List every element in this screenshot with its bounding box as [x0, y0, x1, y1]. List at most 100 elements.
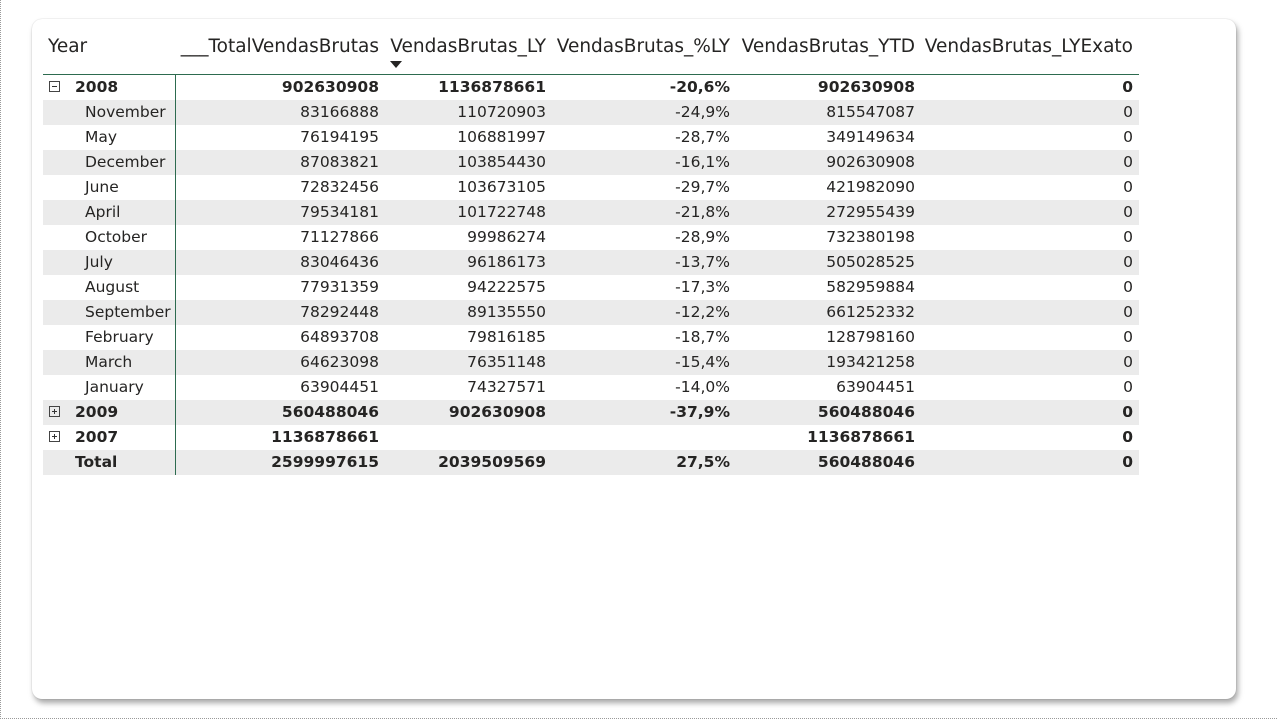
cell-total-vendas-brutas: 1136878661 — [271, 428, 379, 446]
cell-vendas-brutas-ytd: 732380198 — [826, 228, 915, 246]
cell-vendas-brutas-ly: 101722748 — [457, 203, 546, 221]
cell-vendas-brutas-ytd: 560488046 — [817, 453, 915, 471]
cell-vendas-brutas-ly-exato: 0 — [1122, 428, 1133, 446]
column-header-vendas-brutas-ytd[interactable]: VendasBrutas_YTD — [741, 36, 915, 57]
month-row[interactable]: March 64623098 76351148 -15,4% 193421258 0 — [43, 350, 1139, 375]
cell-vendas-brutas-pct-ly: -18,7% — [675, 328, 730, 346]
cell-vendas-brutas-ly: 106881997 — [457, 128, 546, 146]
row-header-divider — [175, 74, 176, 475]
cell-vendas-brutas-ytd: 272955439 — [826, 203, 915, 221]
cell-vendas-brutas-pct-ly: -12,2% — [675, 303, 730, 321]
row-label: April — [85, 203, 121, 221]
cell-vendas-brutas-ytd: 193421258 — [826, 353, 915, 371]
cell-vendas-brutas-ly: 74327571 — [467, 378, 546, 396]
year-row[interactable]: 2007 1136878661 1136878661 0 — [43, 425, 1139, 450]
month-row[interactable]: August 77931359 94222575 -17,3% 582959884 0 — [43, 275, 1139, 300]
sort-descending-icon — [390, 61, 402, 68]
cell-vendas-brutas-pct-ly: -24,9% — [675, 103, 730, 121]
cell-total-vendas-brutas: 87083821 — [300, 153, 379, 171]
cell-total-vendas-brutas: 63904451 — [300, 378, 379, 396]
cell-vendas-brutas-ytd: 815547087 — [826, 103, 915, 121]
matrix-body: 2008 902630908 1136878661 -20,6% 902630908 0 N… — [43, 75, 1139, 475]
cell-total-vendas-brutas: 902630908 — [281, 78, 379, 96]
cell-vendas-brutas-pct-ly: -21,8% — [675, 203, 730, 221]
cell-vendas-brutas-ly: 79816185 — [467, 328, 546, 346]
month-row[interactable]: November 83166888 110720903 -24,9% 815547087… — [43, 100, 1139, 125]
month-row[interactable]: April 79534181 101722748 -21,8% 272955439 0 — [43, 200, 1139, 225]
row-label: May — [85, 128, 118, 146]
row-label: 2008 — [75, 78, 119, 96]
cell-vendas-brutas-ytd: 128798160 — [826, 328, 915, 346]
cell-vendas-brutas-pct-ly: -17,3% — [675, 278, 730, 296]
row-label: June — [85, 178, 119, 196]
row-label: February — [85, 328, 154, 346]
cell-vendas-brutas-ytd: 505028525 — [826, 253, 915, 271]
cell-total-vendas-brutas: 560488046 — [281, 403, 379, 421]
cell-vendas-brutas-ly: 99986274 — [467, 228, 546, 246]
cell-vendas-brutas-pct-ly: -28,7% — [675, 128, 730, 146]
cell-vendas-brutas-ly-exato: 0 — [1123, 353, 1133, 371]
year-row[interactable]: 2008 902630908 1136878661 -20,6% 902630908 0 — [43, 75, 1139, 100]
row-label: March — [85, 353, 133, 371]
cell-vendas-brutas-ly: 94222575 — [467, 278, 546, 296]
cell-vendas-brutas-ly-exato: 0 — [1123, 228, 1133, 246]
cell-total-vendas-brutas: 83166888 — [300, 103, 379, 121]
cell-vendas-brutas-ly: 110720903 — [457, 103, 546, 121]
cell-vendas-brutas-pct-ly: -15,4% — [675, 353, 730, 371]
cell-vendas-brutas-ly-exato: 0 — [1123, 128, 1133, 146]
cell-total-vendas-brutas: 78292448 — [300, 303, 379, 321]
cell-vendas-brutas-ly: 1136878661 — [438, 78, 546, 96]
cell-vendas-brutas-pct-ly: -28,9% — [675, 228, 730, 246]
column-header-vendas-brutas-pct-ly[interactable]: VendasBrutas_%LY — [556, 36, 730, 57]
cell-vendas-brutas-ly-exato: 0 — [1122, 78, 1133, 96]
month-row[interactable]: December 87083821 103854430 -16,1% 902630908… — [43, 150, 1139, 175]
month-row[interactable]: January 63904451 74327571 -14,0% 63904451 0 — [43, 375, 1139, 400]
expand-plus-icon[interactable] — [49, 431, 60, 442]
cell-total-vendas-brutas: 64893708 — [300, 328, 379, 346]
month-row[interactable]: February 64893708 79816185 -18,7% 128798160 0 — [43, 325, 1139, 350]
cell-vendas-brutas-ly-exato: 0 — [1123, 328, 1133, 346]
cell-total-vendas-brutas: 64623098 — [300, 353, 379, 371]
row-label: Total — [75, 453, 118, 471]
cell-vendas-brutas-pct-ly: -14,0% — [675, 378, 730, 396]
cell-total-vendas-brutas: 2599997615 — [271, 453, 379, 471]
cell-vendas-brutas-pct-ly: -13,7% — [675, 253, 730, 271]
cell-vendas-brutas-ytd: 63904451 — [836, 378, 915, 396]
matrix-header: Year ___TotalVendasBrutas VendasBrutas_L… — [43, 30, 1139, 75]
cell-total-vendas-brutas: 76194195 — [300, 128, 379, 146]
cell-total-vendas-brutas: 71127866 — [300, 228, 379, 246]
cell-vendas-brutas-ly-exato: 0 — [1123, 378, 1133, 396]
cell-vendas-brutas-pct-ly: -29,7% — [675, 178, 730, 196]
cell-vendas-brutas-ytd: 1136878661 — [807, 428, 915, 446]
month-row[interactable]: May 76194195 106881997 -28,7% 349149634 0 — [43, 125, 1139, 150]
expand-plus-icon[interactable] — [49, 406, 60, 417]
cell-vendas-brutas-ytd: 349149634 — [826, 128, 915, 146]
row-label: October — [85, 228, 148, 246]
month-row[interactable]: September 78292448 89135550 -12,2% 661252332… — [43, 300, 1139, 325]
cell-vendas-brutas-ytd: 661252332 — [826, 303, 915, 321]
year-row[interactable]: 2009 560488046 902630908 -37,9% 560488046 0 — [43, 400, 1139, 425]
row-label: August — [85, 278, 140, 296]
cell-vendas-brutas-ly-exato: 0 — [1123, 278, 1133, 296]
month-row[interactable]: July 83046436 96186173 -13,7% 505028525 0 — [43, 250, 1139, 275]
collapse-minus-icon[interactable] — [49, 81, 60, 92]
month-row[interactable]: June 72832456 103673105 -29,7% 421982090 0 — [43, 175, 1139, 200]
column-header-total-vendas-brutas[interactable]: ___TotalVendasBrutas — [180, 36, 379, 57]
cell-vendas-brutas-ly-exato: 0 — [1123, 153, 1133, 171]
cell-vendas-brutas-ly: 2039509569 — [438, 453, 546, 471]
cell-vendas-brutas-pct-ly: -37,9% — [669, 403, 730, 421]
cell-vendas-brutas-ly-exato: 0 — [1123, 178, 1133, 196]
column-header-year[interactable]: Year — [48, 36, 88, 57]
month-row[interactable]: October 71127866 99986274 -28,9% 732380198 0 — [43, 225, 1139, 250]
cell-vendas-brutas-ly: 103673105 — [457, 178, 546, 196]
matrix-table: Year ___TotalVendasBrutas VendasBrutas_L… — [43, 30, 1139, 475]
row-label: January — [85, 378, 144, 396]
total-row[interactable]: Total 2599997615 2039509569 27,5% 560488046 0 — [43, 450, 1139, 475]
column-header-vendas-brutas-ly-exato[interactable]: VendasBrutas_LYExato — [924, 36, 1133, 57]
cell-vendas-brutas-ly: 96186173 — [467, 253, 546, 271]
row-label: December — [85, 153, 166, 171]
cell-vendas-brutas-ly-exato: 0 — [1123, 253, 1133, 271]
column-header-vendas-brutas-ly[interactable]: VendasBrutas_LY — [390, 36, 546, 57]
cell-vendas-brutas-ytd: 902630908 — [817, 78, 915, 96]
